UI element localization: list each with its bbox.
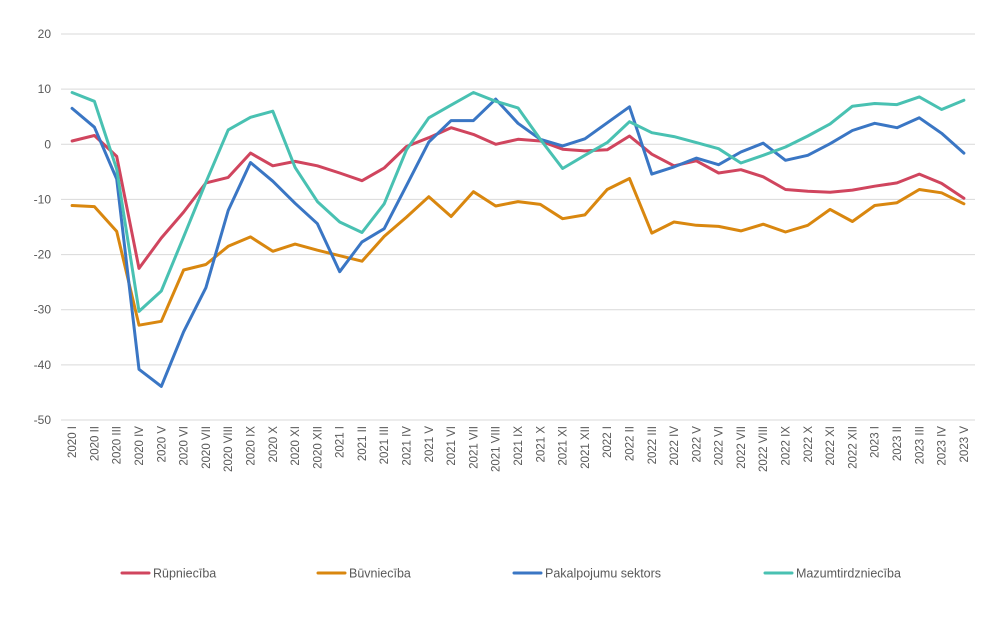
- x-tick-label: 2021 V: [424, 426, 436, 463]
- x-tick-label: 2020 IX: [245, 426, 257, 466]
- y-tick-label: -50: [34, 413, 52, 427]
- x-tick-label: 2020 VI: [179, 426, 191, 466]
- x-tick-label: 2021 IX: [513, 426, 525, 466]
- x-tick-label: 2022 VIII: [758, 426, 770, 472]
- x-tick-label: 2022 II: [624, 426, 636, 461]
- x-tick-label: 2022 VI: [714, 426, 726, 466]
- x-axis-ticks: 2020 I 2020 II 2020 III 2020 IV 2020 V 2020 V…: [67, 426, 971, 472]
- y-tick-label: -40: [34, 358, 52, 372]
- x-tick-label: 2023 I: [870, 426, 882, 458]
- y-tick-label: -10: [34, 192, 52, 206]
- y-tick-label: -30: [34, 303, 52, 317]
- x-tick-label: 2022 I: [602, 426, 614, 458]
- x-tick-label: 2021 XI: [558, 426, 570, 466]
- x-tick-label: 2022 IX: [781, 426, 793, 466]
- y-tick-label: 20: [38, 27, 52, 41]
- x-tick-label: 2022 VII: [736, 426, 748, 469]
- x-tick-label: 2022 IV: [669, 426, 681, 466]
- x-tick-label: 2020 V: [156, 426, 168, 463]
- y-axis-ticks: 20 10 0 -10 -20 -30 -40 -50: [34, 27, 52, 427]
- x-tick-label: 2020 X: [268, 426, 280, 463]
- x-tick-label: 2023 IV: [937, 426, 949, 466]
- series-line-2: [70, 177, 966, 327]
- x-tick-label: 2020 III: [112, 426, 124, 464]
- x-tick-label: 2022 III: [647, 426, 659, 464]
- legend-label: Mazumtirdzniecība: [796, 567, 901, 581]
- x-tick-label: 2020 VII: [201, 426, 213, 469]
- x-tick-label: 2022 XI: [825, 426, 837, 466]
- legend: Rūpniecība Būvniecība Pakalpojumu sektors M…: [120, 567, 901, 581]
- x-tick-label: 2020 IV: [134, 426, 146, 466]
- y-tick-label: 10: [38, 82, 52, 96]
- x-tick-label: 2021 III: [379, 426, 391, 464]
- x-tick-label: 2020 XI: [290, 426, 302, 466]
- x-tick-label: 2020 VIII: [223, 426, 235, 472]
- series-line-3: [70, 97, 966, 388]
- x-tick-label: 2021 XII: [580, 426, 592, 469]
- y-tick-label: 0: [44, 137, 51, 151]
- x-tick-label: 2023 III: [914, 426, 926, 464]
- series-line-1: [70, 126, 966, 270]
- x-tick-label: 2023 V: [959, 426, 971, 463]
- x-tick-label: 2020 I: [67, 426, 79, 458]
- x-tick-label: 2021 IV: [402, 426, 414, 466]
- x-tick-label: 2022 XII: [847, 426, 859, 469]
- x-tick-label: 2022 X: [803, 426, 815, 463]
- x-tick-label: 2022 V: [691, 426, 703, 463]
- x-tick-label: 2021 I: [335, 426, 347, 458]
- legend-label: Būvniecība: [349, 567, 411, 581]
- x-tick-label: 2020 XII: [312, 426, 324, 469]
- x-tick-label: 2021 VIII: [491, 426, 503, 472]
- x-tick-label: 2021 VI: [446, 426, 458, 466]
- x-tick-label: 2021 VII: [468, 426, 480, 469]
- x-tick-label: 2023 II: [892, 426, 904, 461]
- gridlines: [61, 33, 975, 421]
- legend-label: Rūpniecība: [153, 567, 216, 581]
- y-tick-label: -20: [34, 248, 52, 262]
- x-tick-label: 2021 X: [535, 426, 547, 463]
- series-line-4: [70, 91, 966, 313]
- legend-label: Pakalpojumu sektors: [545, 567, 661, 581]
- x-tick-label: 2020 II: [89, 426, 101, 461]
- series-lines: [70, 91, 966, 388]
- x-tick-label: 2021 II: [357, 426, 369, 461]
